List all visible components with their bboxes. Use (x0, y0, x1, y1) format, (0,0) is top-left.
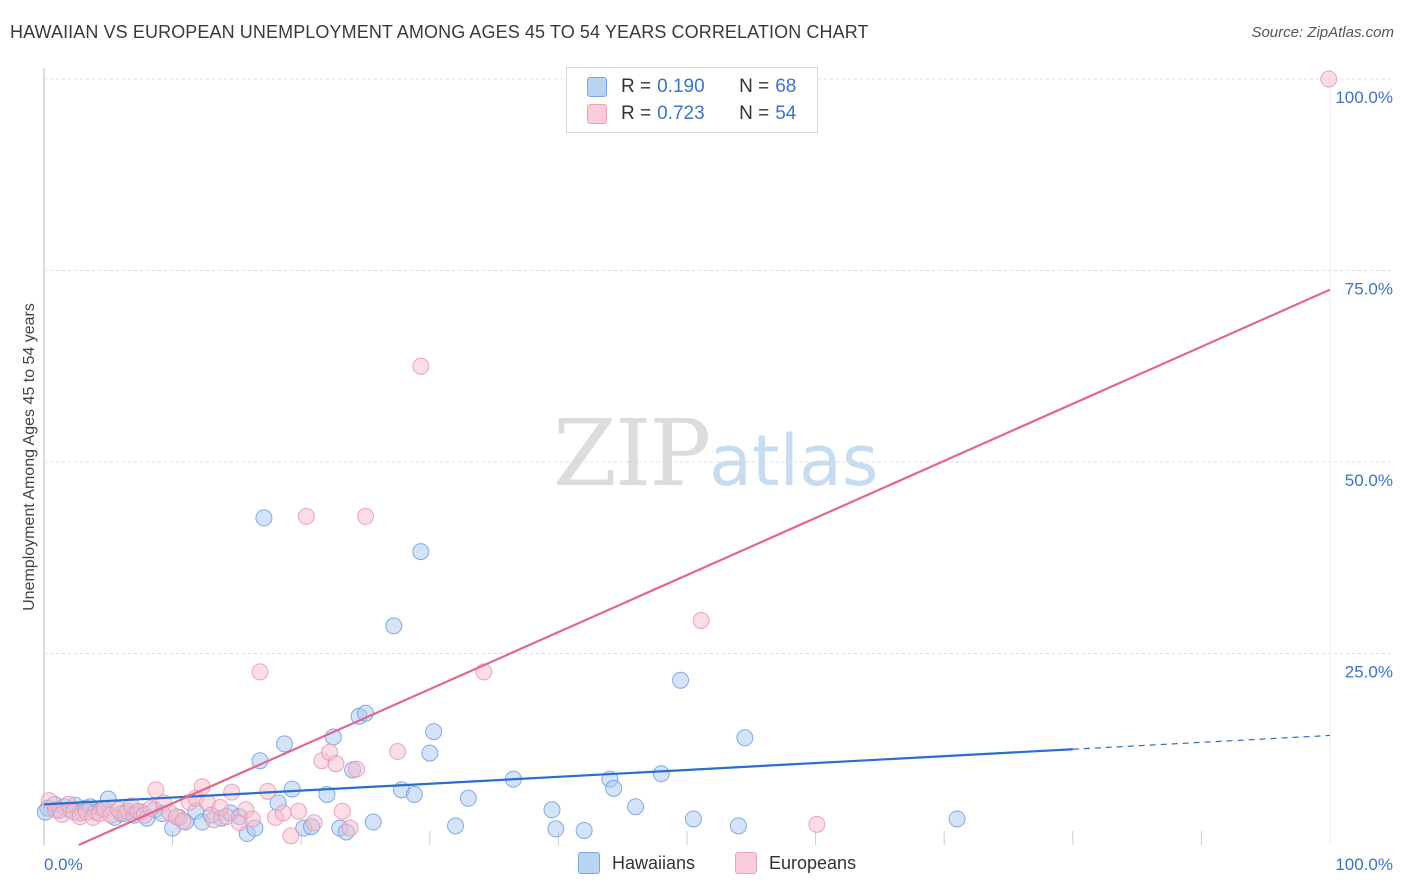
x-tick-label-max: 100.0% (1335, 855, 1393, 874)
european-point (282, 827, 300, 845)
legend-r-label: R = (621, 76, 652, 97)
european-point (341, 819, 359, 837)
european-point (243, 810, 261, 828)
hawaiian-point (425, 723, 443, 741)
european-point (223, 783, 241, 801)
hawaiian-point (652, 765, 670, 783)
european-point (327, 755, 345, 773)
y-tick-label: 100.0% (1335, 88, 1393, 107)
european-point (389, 743, 407, 761)
european-point (357, 507, 374, 525)
hawaiians-legend-swatch (578, 852, 600, 874)
chart-title: HAWAIIAN VS EUROPEAN UNEMPLOYMENT AMONG … (10, 22, 869, 42)
series-legend: Hawaiians Europeans (0, 852, 1406, 876)
hawaiian-point (275, 735, 293, 753)
hawaiian-point (412, 543, 430, 561)
hawaiian-point (605, 779, 623, 797)
hawaiian-point (672, 671, 690, 689)
hawaiian-point (948, 810, 966, 828)
legend-item-europeans: Europeans (735, 852, 856, 874)
hawaiian-point (283, 780, 301, 798)
legend-item-hawaiians: Hawaiians (578, 852, 695, 874)
watermark-zip: ZIP (553, 400, 711, 507)
european-point (333, 802, 351, 820)
european-point (808, 815, 826, 833)
hawaiian-point (447, 817, 465, 835)
y-axis-title: Unemployment Among Ages 45 to 54 years (21, 303, 38, 611)
european-point (412, 357, 430, 375)
hawaiian-point (405, 785, 423, 803)
european-point (274, 804, 292, 822)
hawaiians-trend-extension (1072, 734, 1331, 750)
hawaiian-point (459, 789, 477, 807)
european-point (305, 814, 323, 832)
european-point (347, 760, 365, 778)
legend-row-hawaiians: R = 0.190 N = 68 (587, 75, 796, 99)
european-point (251, 663, 269, 681)
y-tick-label: 25.0% (1345, 663, 1393, 682)
hawaiian-point (385, 617, 403, 635)
hawaiian-point (575, 821, 593, 839)
legend-n-value: 54 (775, 103, 797, 124)
hawaiian-point (729, 817, 747, 835)
european-point (692, 612, 710, 630)
legend-n-value: 68 (775, 76, 797, 97)
europeans-swatch (587, 104, 607, 124)
source-label: Source: ZipAtlas.com (1251, 24, 1394, 41)
european-point (174, 812, 192, 830)
hawaiian-point (364, 813, 382, 831)
european-point (297, 507, 315, 525)
europeans-trend-line (78, 288, 1331, 847)
legend-europeans-label: Europeans (769, 852, 857, 873)
hawaiians-swatch (587, 77, 607, 97)
x-tick-label-min: 0.0% (44, 855, 83, 874)
watermark-atlas: atlas (709, 420, 879, 502)
y-tick-label: 75.0% (1345, 280, 1393, 299)
hawaiian-point (547, 820, 565, 838)
hawaiians-trend-line (43, 748, 1073, 806)
legend-n-label: N = (739, 76, 770, 97)
europeans-legend-swatch (735, 852, 757, 874)
legend-r-label: R = (621, 103, 652, 124)
hawaiian-point (684, 810, 702, 828)
hawaiian-point (421, 744, 439, 762)
hawaiian-point (736, 729, 754, 747)
hawaiian-point (543, 801, 561, 819)
hawaiian-point (255, 509, 273, 527)
legend-r-value: 0.723 (657, 103, 705, 124)
legend-row-europeans: R = 0.723 N = 54 (587, 102, 796, 126)
european-point (290, 802, 308, 820)
european-point (1320, 70, 1338, 88)
hawaiian-point (627, 798, 645, 816)
legend-r-value: 0.190 (657, 76, 705, 97)
legend-hawaiians-label: Hawaiians (612, 852, 696, 873)
y-tick-label: 50.0% (1345, 471, 1393, 490)
correlation-legend: R = 0.190 N = 68 R = 0.723 N = 54 (566, 67, 818, 133)
watermark: ZIPatlas (553, 400, 878, 507)
legend-n-label: N = (739, 103, 770, 124)
